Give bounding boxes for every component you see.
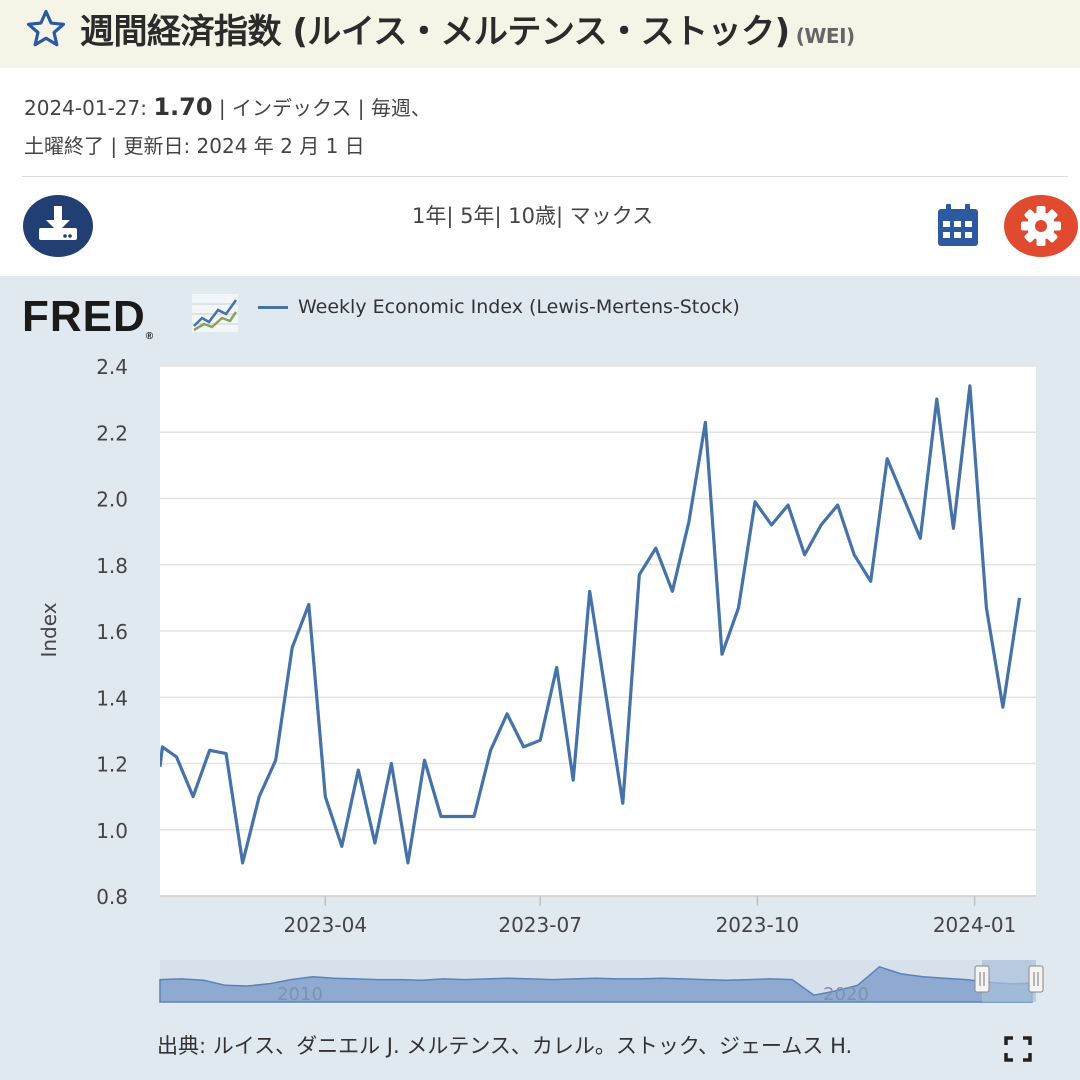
registered-mark: ®	[145, 331, 155, 342]
navigator-label: 2010	[277, 984, 323, 1005]
x-tick-label: 2023-07	[498, 913, 582, 937]
observation-date: 2024-01-27:	[24, 96, 147, 120]
star-outline-icon[interactable]	[25, 8, 67, 50]
range-separator: |	[494, 204, 502, 228]
x-tick-label: 2024-01	[933, 913, 1017, 937]
title-bar: 週間経済指数 (ルイス・メルテンス・ストック) (WEI)	[0, 0, 1080, 68]
y-tick-label: 2.4	[96, 355, 128, 379]
y-tick-label: 1.6	[96, 620, 128, 644]
chart-legend: Weekly Economic Index (Lewis-Mertens-Sto…	[258, 296, 740, 318]
page-title: 週間経済指数 (ルイス・メルテンス・ストック) (WEI)	[80, 4, 855, 53]
gear-icon	[1021, 206, 1061, 246]
y-tick-label: 0.8	[96, 885, 128, 909]
navigator-handle[interactable]	[1028, 965, 1044, 993]
range-max[interactable]: マックス	[569, 204, 654, 228]
download-button[interactable]	[23, 195, 93, 257]
range-1y[interactable]: 1年	[412, 204, 447, 228]
navigator-handle[interactable]	[974, 965, 990, 993]
range-5y[interactable]: 5年	[460, 204, 495, 228]
observation-value: 1.70	[153, 93, 213, 121]
range-separator: |	[556, 204, 564, 228]
fred-graph-icon	[192, 294, 238, 332]
date-range-selector: 1年| 5年| 10歳| マックス	[412, 200, 653, 230]
divider	[22, 176, 1068, 177]
calendar-icon[interactable]	[935, 202, 981, 248]
navigator-area	[159, 965, 1033, 1003]
navigator-selection	[982, 960, 1036, 1002]
download-icon	[39, 206, 77, 240]
series-line	[160, 384, 1022, 865]
x-tick-label: 2023-04	[283, 913, 367, 937]
fred-logo: FRED®	[22, 292, 154, 342]
series-meta: 2024-01-27: 1.70 | インデックス | 毎週、 土曜終了 | 更…	[24, 88, 584, 165]
y-tick-label: 1.4	[96, 686, 128, 710]
legend-label: Weekly Economic Index (Lewis-Mertens-Sto…	[298, 296, 740, 318]
meta-line-2: 土曜終了 | 更新日: 2024 年 2 月 1 日	[24, 134, 365, 158]
line-chart[interactable]: 0.8 1.0 1.2 1.4 1.6 1.8 2.0 2.2 2.4 2023-04 2023-…	[0, 330, 1080, 1030]
y-axis-label: Index	[37, 602, 61, 657]
fred-logo-text: FRED	[22, 292, 146, 341]
source-citation[interactable]: 出典: ルイス、ダニエル J. メルテンス、カレル。ストック、ジェームス H.	[157, 1034, 853, 1058]
y-tick-label: 2.0	[96, 488, 128, 512]
y-tick-label: 1.0	[96, 819, 128, 843]
y-tick-label: 1.2	[96, 753, 128, 777]
range-10y[interactable]: 10歳	[508, 204, 557, 228]
units-frequency: | インデックス | 毎週、	[218, 96, 431, 120]
fullscreen-icon[interactable]	[1004, 1036, 1032, 1062]
navigator-label: 2020	[823, 984, 869, 1005]
y-tick-label: 1.8	[96, 554, 128, 578]
series-title: 週間経済指数 (ルイス・メルテンス・ストック)	[80, 12, 790, 52]
meta-line-1: 2024-01-27: 1.70 | インデックス | 毎週、	[24, 88, 584, 127]
legend-swatch	[258, 306, 288, 309]
range-separator: |	[446, 204, 454, 228]
series-code: (WEI)	[795, 24, 855, 48]
settings-button[interactable]	[1004, 195, 1078, 257]
y-tick-label: 2.2	[96, 421, 128, 445]
x-tick-label: 2023-10	[716, 913, 800, 937]
